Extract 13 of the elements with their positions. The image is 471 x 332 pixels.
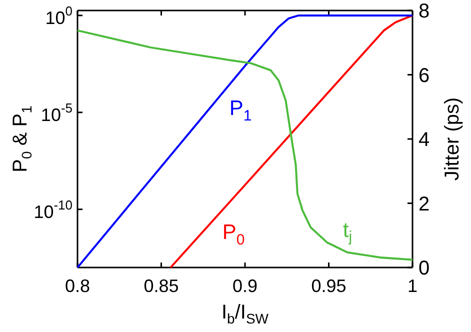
x-tick-label: 0.85 [144, 276, 179, 296]
y2-axis-title: Jitter (ps) [442, 97, 464, 181]
y2-tick-label: 0 [418, 258, 430, 280]
y2-tick-label: 8 [418, 0, 430, 22]
y-axis-title: P0 & P1 [10, 105, 34, 172]
x-tick-label: 0.8 [64, 276, 90, 296]
line-series [170, 14, 414, 268]
x-tick-label: 0.95 [311, 276, 346, 296]
y2-tick-label: 6 [418, 64, 430, 87]
y2-tick-label: 2 [418, 193, 430, 216]
y2-tick-label: 4 [418, 129, 430, 151]
x-tick-label: 0.9 [232, 276, 258, 296]
x-tick-label: 1 [407, 276, 418, 296]
